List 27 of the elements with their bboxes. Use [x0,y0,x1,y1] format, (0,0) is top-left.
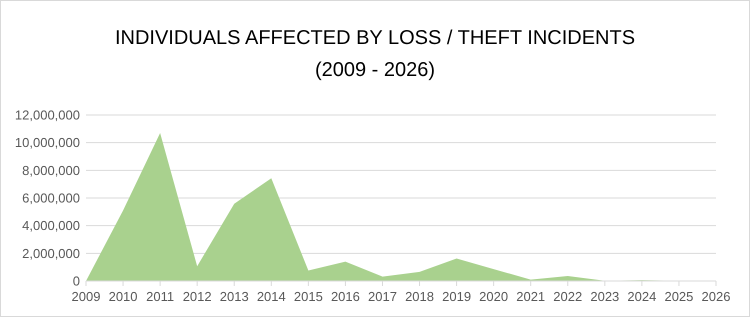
x-tick-label: 2011 [146,289,174,304]
x-tick-label: 2021 [516,289,546,304]
x-tick-label: 2024 [627,289,656,304]
y-tick-label: 6,000,000 [22,190,80,206]
chart-subtitle: (2009 - 2026) [314,59,436,81]
x-tick-label: 2018 [405,289,434,304]
x-tick-label: 2009 [72,289,100,304]
x-tick-label: 2012 [182,289,212,304]
x-tick-label: 2016 [330,289,360,304]
x-tick-label: 2017 [368,289,397,304]
y-tick-label: 8,000,000 [22,162,80,178]
y-tick-label: 0 [72,274,80,289]
y-tick-label: 4,000,000 [22,218,80,234]
x-tick-label: 2014 [256,289,286,304]
x-tick-label: 2015 [294,289,323,304]
x-tick-label: 2010 [108,289,138,304]
y-tick-label: 12,000,000 [14,108,80,123]
x-tick-label: 2026 [702,289,730,304]
y-tick-label: 2,000,000 [22,246,80,261]
x-tick-label: 2023 [590,289,620,304]
x-tick-label: 2020 [479,289,508,304]
x-tick-label: 2019 [442,289,472,304]
x-tick-label: 2022 [553,289,582,304]
y-tick-label: 10,000,000 [14,135,80,150]
x-tick-label: 2013 [220,289,249,304]
chart-title: INDIVIDUALS AFFECTED BY LOSS / THEFT INCIDENTS [114,27,636,49]
x-tick-label: 2025 [664,289,694,304]
